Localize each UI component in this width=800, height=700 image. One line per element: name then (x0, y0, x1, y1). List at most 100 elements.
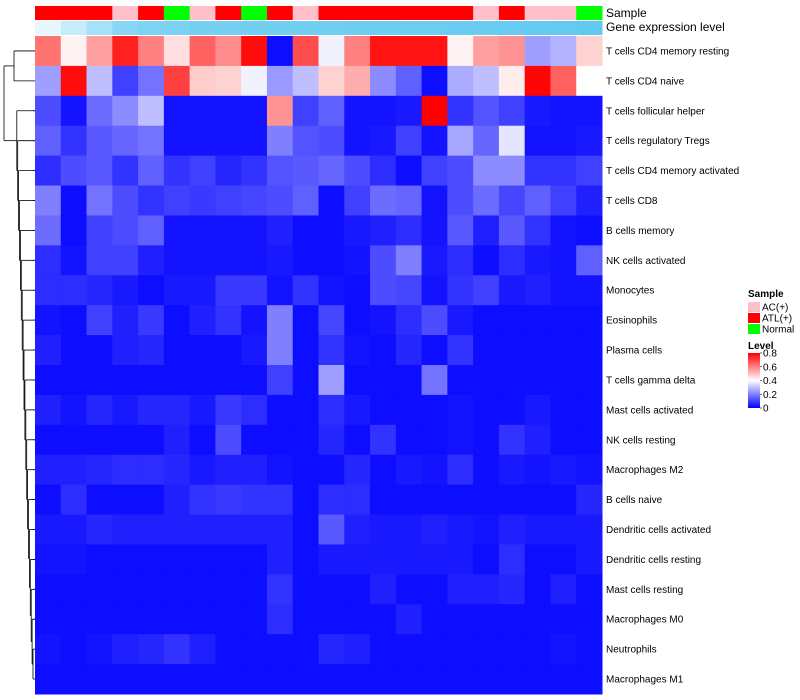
heatmap-cell (473, 215, 500, 246)
sample-annotation-cell (215, 6, 242, 20)
heatmap-cell (86, 125, 113, 157)
heatmap-cell (163, 634, 191, 665)
heatmap-cell (473, 394, 500, 426)
heatmap-cell (498, 215, 526, 246)
heatmap-cell (576, 484, 603, 516)
heatmap-cell (318, 335, 345, 366)
heatmap-cell (395, 125, 423, 157)
level-legend-ticks: 0.8 0.6 0.4 0.2 0 (760, 349, 777, 415)
heatmap-cell (215, 185, 242, 216)
heatmap-cell (215, 65, 242, 97)
heatmap-cell (266, 155, 294, 187)
heatmap-cell (163, 454, 191, 486)
heatmap-cell (292, 155, 319, 187)
heatmap-cell (215, 335, 242, 366)
heatmap-cell (550, 424, 577, 456)
heatmap-cell (447, 95, 474, 127)
heatmap-cell (473, 544, 500, 575)
heatmap-cell (86, 305, 113, 336)
heatmap-cell (447, 275, 474, 306)
heatmap-cell (344, 664, 371, 695)
heatmap-cell (370, 125, 397, 157)
heatmap-cell (498, 514, 526, 545)
gene-expression-annotation-cell (138, 21, 165, 35)
heatmap-cell (86, 634, 113, 665)
gene-expression-annotation-cell (318, 21, 345, 35)
heatmap-cell (35, 424, 62, 456)
heatmap-cell (189, 95, 216, 127)
gene-expression-annotation-cell (60, 21, 88, 35)
heatmap-cell (421, 36, 448, 67)
heatmap-cell (370, 365, 397, 396)
heatmap-cell (163, 155, 191, 187)
heatmap-cell (35, 394, 62, 426)
sample-annotation-cell (60, 6, 88, 20)
heatmap-cell (370, 574, 397, 605)
heatmap-cell (112, 424, 139, 456)
heatmap-cell (524, 454, 551, 486)
heatmap-cell (421, 275, 448, 306)
gene-expression-annotation-cell (395, 21, 423, 35)
gene-expression-annotation-cell (112, 21, 139, 35)
heatmap-cell (498, 36, 526, 67)
heatmap-cell (60, 424, 88, 456)
heatmap-cell (241, 36, 268, 67)
heatmap-cell (473, 574, 500, 605)
heatmap-cell (421, 95, 448, 127)
heatmap-cell (473, 365, 500, 396)
heatmap-cell (318, 275, 345, 306)
heatmap-cell (189, 574, 216, 605)
heatmap-cell (550, 634, 577, 665)
heatmap-cell (112, 155, 139, 187)
heatmap-cell (421, 514, 448, 545)
heatmap-cell (189, 365, 216, 396)
heatmap-cell (550, 335, 577, 366)
heatmap-cell (35, 95, 62, 127)
heatmap-cell (35, 125, 62, 157)
row-label: T cells CD4 memory activated (606, 166, 739, 177)
heatmap-cell (35, 275, 62, 306)
heatmap-cell (163, 305, 191, 336)
heatmap-cell (60, 604, 88, 635)
heatmap-cell (318, 484, 345, 516)
heatmap-cell (473, 155, 500, 187)
heatmap-cell (524, 634, 551, 665)
heatmap-cell (189, 245, 216, 276)
heatmap-cell (60, 95, 88, 127)
heatmap-cell (86, 155, 113, 187)
heatmap-cell (395, 574, 423, 605)
heatmap-cell (421, 454, 448, 486)
heatmap-cell (241, 604, 268, 635)
heatmap-cell (266, 424, 294, 456)
heatmap-cell (215, 95, 242, 127)
heatmap-cell (344, 335, 371, 366)
heatmap-cell (447, 245, 474, 276)
heatmap-cell (473, 305, 500, 336)
row-label: T cells CD4 memory resting (606, 46, 729, 57)
heatmap-cell (550, 604, 577, 635)
heatmap-cell (524, 245, 551, 276)
heatmap-cell (524, 95, 551, 127)
heatmap-cell (215, 275, 242, 306)
heatmap-cell (112, 185, 139, 216)
row-label: T cells gamma delta (606, 375, 696, 386)
heatmap-cell (576, 185, 603, 216)
heatmap-cell (550, 664, 577, 695)
row-label: B cells naive (606, 495, 663, 506)
gene-expression-annotation-cell (524, 21, 551, 35)
heatmap-cell (370, 335, 397, 366)
sample-annotation-cell (86, 6, 113, 20)
heatmap-cell (344, 514, 371, 545)
heatmap-cell (112, 275, 139, 306)
heatmap-cell (163, 185, 191, 216)
sample-annotation-cell (138, 6, 165, 20)
heatmap-cell (576, 65, 603, 97)
heatmap-cell (138, 95, 165, 127)
heatmap-cell (266, 185, 294, 216)
heatmap-cell (421, 365, 448, 396)
heatmap-cell (60, 305, 88, 336)
heatmap-cell (60, 36, 88, 67)
heatmap-cell (163, 95, 191, 127)
heatmap-cell (60, 454, 88, 486)
